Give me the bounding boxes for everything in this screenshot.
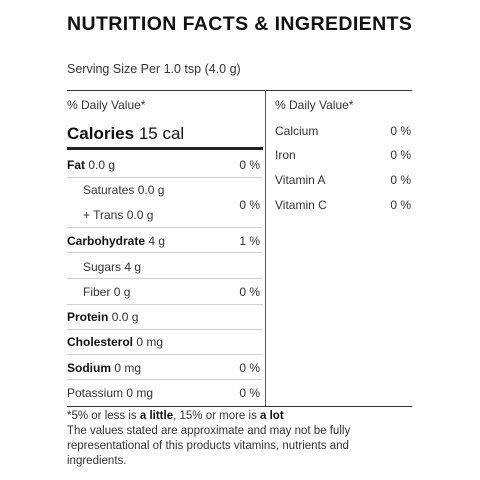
nutrient-amount: 0 mg [126,386,154,400]
saturates-trans-dv: 0 % [239,198,260,212]
footnote-prefix: *5% or less is [67,410,140,422]
nutrient-label: + Trans [83,208,124,222]
row-separator [67,304,263,305]
nutrient-amount: 0 mg [136,335,164,349]
nutrient-label: Protein [67,310,109,324]
serving-size: Serving Size Per 1.0 tsp (4.0 g) [67,62,241,76]
fiber-dv: 0 % [239,285,260,299]
calcium-dv: 0 % [390,124,411,138]
nutrient-amount: 0.0 g [111,310,139,324]
potassium-dv: 0 % [239,386,260,400]
footnote-line-1: *5% or less is a little, 15% or more is … [67,410,284,423]
sugars-row: Sugars 4 g [83,260,141,274]
nutrient-label: Cholesterol [67,335,134,349]
row-separator [67,278,263,279]
fiber-row: Fiber 0 g [83,285,130,299]
carbohydrate-dv: 1 % [239,234,260,248]
fat-dv: 0 % [239,158,260,172]
left-dv-header: % Daily Value* [67,98,146,112]
footer-divider [67,406,412,407]
row-separator [67,252,263,253]
nutrient-label: Potassium [67,386,124,400]
nutrient-amount: 4 g [148,234,166,248]
potassium-row: Potassium 0 mg [67,386,153,400]
divider [67,90,412,91]
right-dv-header: % Daily Value* [275,98,354,112]
saturates-row: Saturates 0.0 g [83,183,164,197]
nutrient-amount: 0.0 g [88,158,116,172]
footnote-line-4: ingredients. [67,455,127,467]
vitamin-c-label: Vitamin C [275,198,327,212]
footnote-lot: a lot [260,410,284,422]
calories-label: Calories [67,124,135,143]
nutrient-amount: 0 g [113,285,131,299]
row-separator [67,354,263,355]
column-divider [265,90,266,406]
calories-row: Calories 15 cal [67,124,184,144]
row-separator [67,227,263,228]
nutrient-amount: 0 mg [114,361,142,375]
calories-rule [67,147,263,150]
vitamin-a-dv: 0 % [390,173,411,187]
iron-dv: 0 % [390,148,411,162]
row-separator [67,379,263,380]
vitamin-c-dv: 0 % [390,198,411,212]
row-separator [67,329,263,330]
footnote-little: a little [139,410,174,422]
page-title: NUTRITION FACTS & INGREDIENTS [67,13,413,35]
nutrient-amount: 0.0 g [137,183,165,197]
footnote-line-3: representational of this products vitami… [67,440,349,452]
footnote-middle: , 15% or more is [173,410,261,422]
sodium-row: Sodium 0 mg [67,361,141,375]
vitamin-a-label: Vitamin A [275,173,326,187]
iron-label: Iron [275,148,296,162]
footnote-line-2: The values stated are approximate and ma… [67,425,351,437]
cholesterol-row: Cholesterol 0 mg [67,335,163,349]
nutrient-label: Fiber [83,285,111,299]
nutrient-label: Saturates [83,183,135,197]
calories-value: 15 cal [138,124,185,143]
nutrient-label: Sodium [67,361,111,375]
nutrient-label: Fat [67,158,85,172]
nutrient-label: Sugars [83,260,122,274]
trans-row: + Trans 0.0 g [83,208,153,222]
fat-row: Fat 0.0 g [67,158,115,172]
sodium-dv: 0 % [239,361,260,375]
nutrient-label: Carbohydrate [67,234,146,248]
nutrient-amount: 0.0 g [126,208,154,222]
row-separator [67,177,263,178]
calcium-label: Calcium [275,124,319,138]
protein-row: Protein 0.0 g [67,310,138,324]
carbohydrate-row: Carbohydrate 4 g [67,234,165,248]
nutrient-amount: 4 g [124,260,142,274]
